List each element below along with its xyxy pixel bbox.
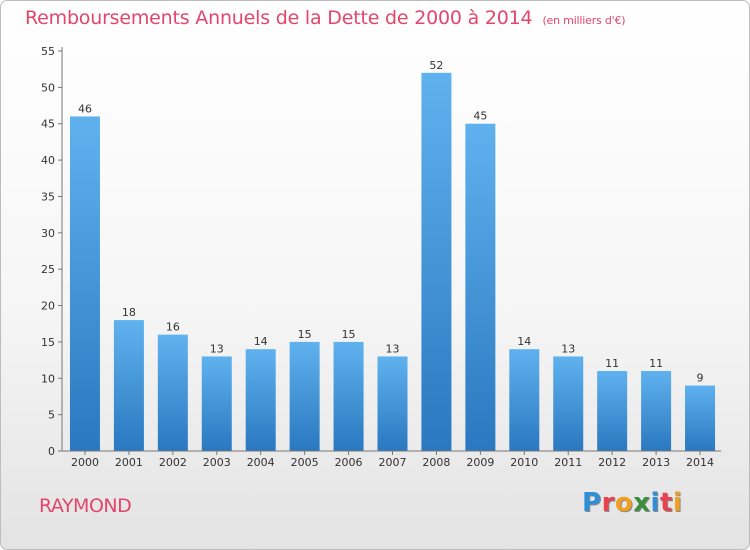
data-label-2001: 18 — [122, 306, 136, 319]
bar-2010 — [509, 349, 540, 451]
y-tick-label: 15 — [41, 336, 55, 349]
bar-2013 — [641, 371, 672, 451]
bar-2007 — [377, 356, 408, 451]
x-tick-label: 2003 — [203, 456, 231, 469]
y-tick-label: 0 — [48, 445, 55, 458]
chart-unit-label: (en milliers d'€) — [542, 14, 626, 27]
data-label-2003: 13 — [210, 342, 224, 355]
y-tick-label: 5 — [48, 409, 55, 422]
x-tick-label: 2010 — [510, 456, 538, 469]
data-label-2013: 11 — [649, 357, 663, 370]
data-label-2012: 11 — [605, 357, 619, 370]
x-tick-label: 2014 — [686, 456, 714, 469]
data-label-2010: 14 — [517, 335, 531, 348]
bar-2006 — [333, 341, 364, 451]
data-label-2007: 13 — [386, 342, 400, 355]
x-tick-label: 2004 — [247, 456, 275, 469]
brand-logo-letter: i — [650, 488, 660, 518]
x-tick-label: 2008 — [422, 456, 450, 469]
brand-logo-letter: r — [601, 488, 615, 518]
y-tick-label: 30 — [41, 227, 55, 240]
y-tick-label: 45 — [41, 118, 55, 131]
x-tick-label: 2013 — [642, 456, 670, 469]
x-tick-label: 2001 — [115, 456, 143, 469]
bar-2009 — [465, 123, 496, 452]
x-tick-label: 2002 — [159, 456, 187, 469]
data-label-2009: 45 — [473, 110, 487, 123]
data-label-2005: 15 — [298, 328, 312, 341]
x-tick-label: 2005 — [291, 456, 319, 469]
y-tick-label: 50 — [41, 81, 55, 94]
commune-name: RAYMOND — [39, 495, 132, 517]
data-label-2006: 15 — [342, 328, 356, 341]
brand-logo-letter: P — [582, 488, 602, 518]
bar-2012 — [597, 371, 628, 451]
y-tick-label: 55 — [41, 45, 55, 58]
bar-2003 — [201, 356, 232, 451]
brand-logo-letter: x — [633, 488, 651, 518]
data-label-2011: 13 — [561, 342, 575, 355]
chart-title: Remboursements Annuels de la Dette de 20… — [25, 7, 626, 29]
x-tick-label: 2012 — [598, 456, 626, 469]
y-tick-label: 40 — [41, 154, 55, 167]
brand-logo-letter: i — [672, 488, 683, 518]
bar-2001 — [113, 320, 144, 451]
y-tick-label: 25 — [41, 263, 55, 276]
data-label-2004: 14 — [254, 335, 268, 348]
bar-2000 — [69, 116, 100, 452]
x-tick-label: 2009 — [466, 456, 494, 469]
bar-2014 — [685, 385, 716, 451]
bar-2011 — [553, 356, 584, 451]
y-tick-label: 10 — [41, 372, 55, 385]
x-tick-label: 2000 — [71, 456, 99, 469]
brand-logo-letter: t — [659, 488, 673, 518]
brand-logo[interactable]: Proxiti — [582, 488, 682, 518]
bars-layer: 46 18 16 13 14 15 15 13 52 45 14 13 11 11 9 — [69, 59, 716, 452]
data-label-2000: 46 — [78, 102, 92, 115]
data-label-2002: 16 — [166, 321, 180, 334]
axes-layer: 2000 2001 2002 2003 2004 2005 2006 2007 2008 2009… — [41, 45, 721, 469]
bar-2002 — [157, 334, 188, 451]
x-tick-label: 2006 — [335, 456, 363, 469]
x-tick-label: 2011 — [554, 456, 582, 469]
data-label-2014: 9 — [697, 372, 704, 385]
y-tick-label: 20 — [41, 300, 55, 313]
y-tick-label: 35 — [41, 190, 55, 203]
bar-2005 — [289, 341, 320, 451]
bar-2004 — [245, 349, 276, 451]
brand-logo-letter: o — [614, 488, 634, 518]
chart-title-text: Remboursements Annuels de la Dette de 20… — [25, 7, 533, 29]
data-label-2008: 52 — [429, 59, 443, 72]
x-tick-label: 2007 — [379, 456, 407, 469]
bar-2008 — [421, 72, 452, 452]
